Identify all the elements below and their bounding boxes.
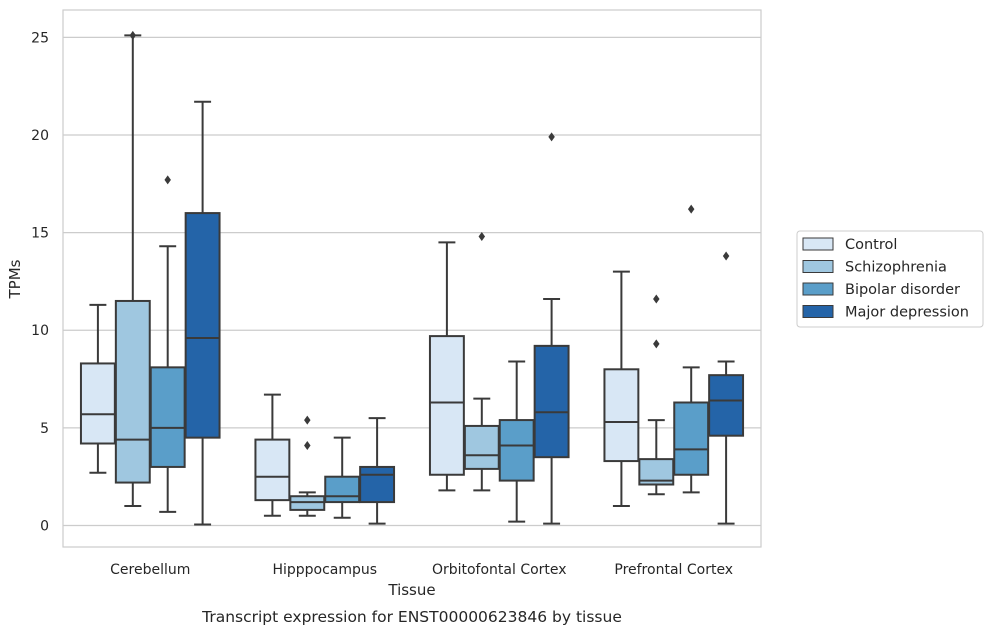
- outlier-point: [129, 30, 137, 40]
- box-iqr: [114, 299, 151, 484]
- chart-title: Transcript expression for ENST0000062384…: [201, 608, 622, 626]
- x-tick-labels: Cerebellum Hipppocampus Orbitofontal Corte…: [110, 562, 733, 578]
- box-1-2: [324, 436, 361, 519]
- box-2-2: [498, 360, 535, 523]
- outlier-point: [304, 415, 311, 425]
- box-iqr: [603, 368, 640, 463]
- y-tick-label: 0: [40, 519, 49, 535]
- legend-swatch: [802, 260, 834, 273]
- outlier-point: [164, 175, 171, 185]
- x-tick-label: Prefrontal Cortex: [614, 562, 733, 578]
- box-3-3: [708, 251, 745, 525]
- outlier-point: [722, 251, 730, 261]
- legend-label: Schizophrenia: [845, 260, 947, 276]
- box-iqr: [673, 401, 710, 476]
- x-tick-label: Cerebellum: [110, 562, 190, 578]
- box-iqr: [533, 344, 570, 459]
- box-iqr: [463, 424, 500, 470]
- outlier-point: [687, 204, 695, 214]
- box-0-0: [79, 303, 116, 474]
- legend-swatch: [802, 282, 834, 296]
- x-axis-label: Tissue: [387, 581, 435, 599]
- box-2-3: [533, 132, 570, 525]
- legend-label: Major depression: [845, 305, 969, 321]
- box-iqr: [324, 475, 361, 504]
- legend-swatch: [802, 305, 834, 318]
- box-iqr: [184, 212, 221, 439]
- legend-label: Control: [845, 237, 897, 253]
- y-tick-labels: 0 5 10 15 20 25: [31, 30, 49, 534]
- box-2-0: [428, 241, 465, 492]
- box-iqr: [149, 366, 186, 468]
- box-layer: [79, 30, 745, 526]
- box-1-3: [359, 417, 396, 525]
- box-iqr: [359, 465, 396, 504]
- box-0-2: [149, 175, 186, 513]
- box-3-1: [638, 294, 675, 496]
- box-iqr: [428, 335, 465, 476]
- outlier-point: [478, 232, 486, 242]
- box-iqr: [79, 362, 116, 445]
- box-iqr: [254, 438, 291, 502]
- box-1-0: [254, 393, 291, 517]
- outlier-point: [653, 294, 660, 304]
- y-tick-label: 15: [31, 226, 49, 242]
- box-iqr: [498, 419, 535, 482]
- legend: Control Schizophrenia Bipolar disorder Majo…: [796, 230, 984, 328]
- x-tick-label: Hipppocampus: [272, 562, 377, 578]
- legend-items: Control Schizophrenia Bipolar disorder Majo…: [802, 237, 969, 321]
- y-tick-label: 20: [31, 128, 49, 144]
- box-iqr: [708, 374, 745, 437]
- y-tick-label: 10: [31, 323, 49, 339]
- outlier-point: [653, 339, 660, 349]
- y-tick-label: 5: [40, 421, 49, 437]
- box-3-0: [603, 270, 640, 507]
- legend-label: Bipolar disorder: [845, 282, 960, 298]
- outlier-point: [548, 132, 555, 142]
- y-axis-label: TPMs: [6, 259, 24, 299]
- box-0-3: [184, 100, 221, 526]
- legend-frame: [796, 230, 984, 328]
- box-2-1: [463, 232, 500, 492]
- y-tick-label: 25: [31, 30, 49, 46]
- box-3-2: [673, 204, 710, 494]
- box-0-1: [114, 30, 151, 507]
- x-tick-label: Orbitofontal Cortex: [432, 562, 567, 578]
- box-1-1: [289, 415, 326, 517]
- plot-frame: [62, 9, 762, 548]
- legend-swatch: [802, 237, 834, 251]
- outlier-point: [304, 440, 311, 450]
